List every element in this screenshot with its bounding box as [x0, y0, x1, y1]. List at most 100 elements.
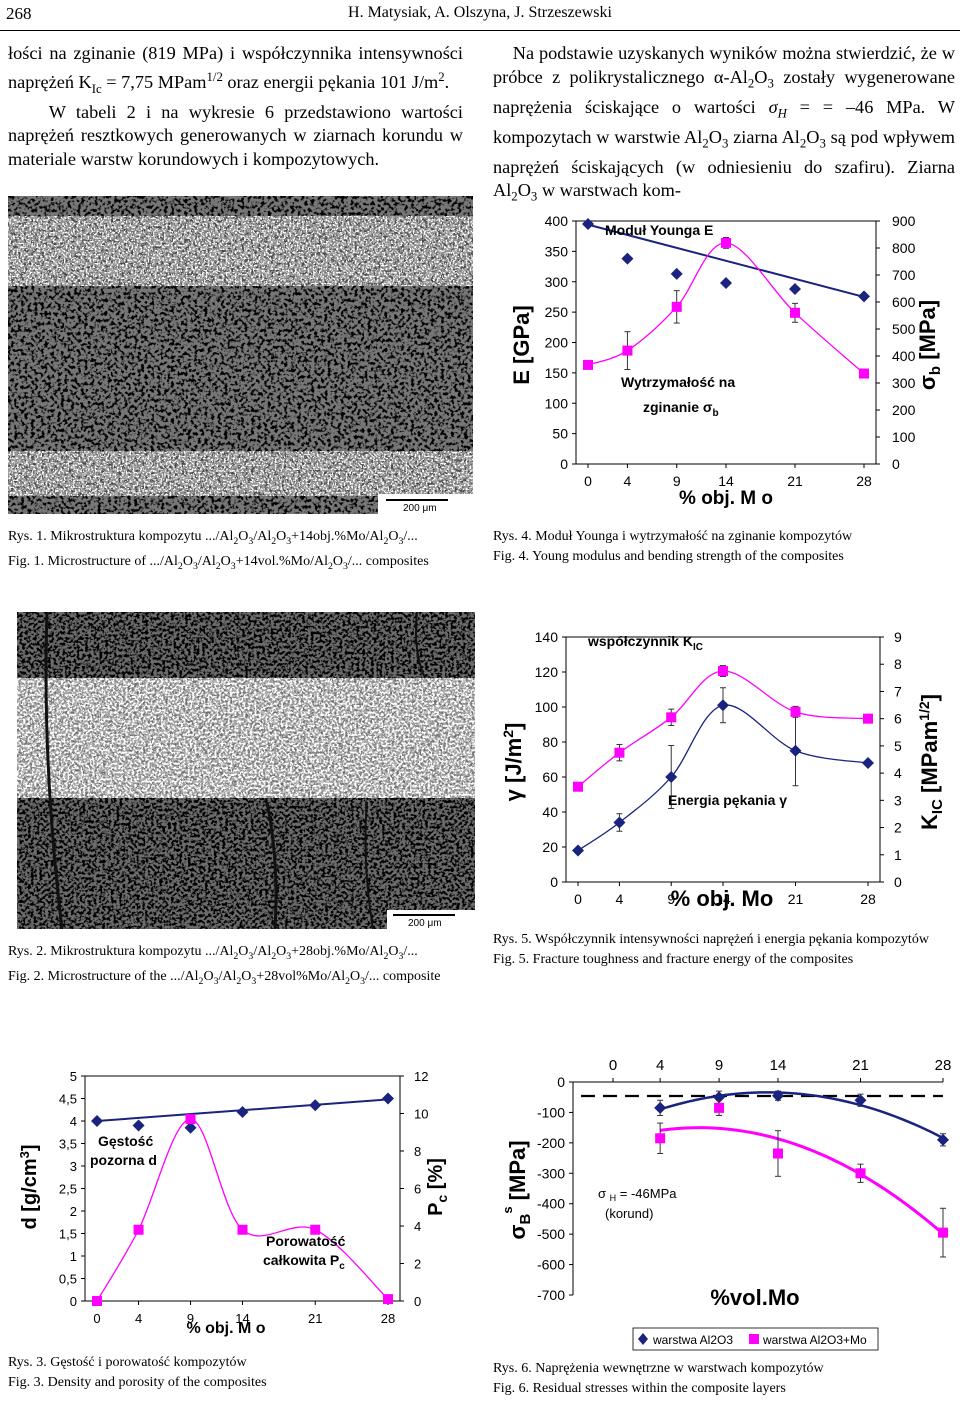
fig4-label-e: Moduł Younga E [605, 222, 713, 238]
fig5-xtick-label: 0 [574, 891, 582, 907]
fig6-legend: warstwa Al2O3 warstwa Al2O3+Mo [632, 1327, 879, 1351]
fig4-ytick-label-left: 0 [560, 456, 568, 472]
fig5-ytick-label-right: 8 [894, 656, 902, 672]
fig6-caption-pl: Rys. 6. Naprężenia wewnętrzne w warstwac… [493, 1361, 824, 1376]
fig4-point-diamond [670, 267, 683, 280]
chart-fig6: 0 -100 -200 -300 -400 -500 -600 -700 0 4 9 14 21 28 σ… [500, 1057, 951, 1351]
fig5-marks [572, 665, 874, 857]
fig5-ytick-label-right: 3 [894, 792, 902, 808]
fig6-point-square [655, 1133, 666, 1144]
fig6-marks [581, 1089, 949, 1258]
fig6-trend-0 [659, 1091, 944, 1140]
fig4-point-square [790, 307, 800, 318]
fig6-point-diamond [772, 1089, 784, 1102]
fig5-ytick-label-right: 0 [894, 874, 902, 890]
fig5-ytick-label-left: 80 [542, 734, 558, 750]
fig3-caption-pl: Rys. 3. Gęstość i porowatość kompozytów [8, 1355, 247, 1370]
fig4-xtick-label: 14 [718, 473, 734, 489]
fig3-point-square [133, 1224, 144, 1235]
fig5-xlabel: % obj. Mo [671, 886, 774, 911]
fig3-point-square [310, 1224, 321, 1235]
fig3-xtick-label: 0 [93, 1311, 100, 1326]
fig5-ytick-label-right: 5 [894, 738, 902, 754]
fig5-ytick-label-right: 6 [894, 711, 902, 727]
fig6-xlabel: %vol.Mo [710, 1285, 799, 1310]
fig3-xtick-label: 28 [381, 1311, 395, 1326]
fig5-point-square [790, 706, 801, 717]
fig6-point-diamond [854, 1094, 867, 1107]
running-title: H. Matysiak, A. Olszyna, J. Strzeszewski [348, 4, 612, 21]
fig5-label-kic: współczynnik KIC [587, 633, 703, 653]
fig3-label-pc-line1: Porowatość [266, 1233, 346, 1249]
fig3-ytick-label-right: 6 [414, 1182, 421, 1197]
fig6-caption: Rys. 6. Naprężenia wewnętrzne w warstwac… [493, 1359, 955, 1399]
fig6-ytick-label: -500 [537, 1226, 565, 1242]
fig5-point-square [666, 712, 677, 723]
fig4-ytick-label-right: 900 [892, 213, 916, 229]
fig4-point-diamond [789, 283, 801, 296]
fig5-label-gamma: Energia pękania γ [668, 792, 787, 808]
fig5-ytick-label-left: 60 [542, 769, 558, 785]
fig4-ytick-label-right: 200 [892, 402, 916, 418]
fig3-point-square [237, 1224, 248, 1235]
fig5-ytick-label-right: 2 [894, 820, 902, 836]
fig4-ytick-label-right: 400 [892, 348, 916, 364]
fig6-ytick-label: 0 [557, 1074, 565, 1090]
fig3-point-diamond [236, 1106, 249, 1118]
fig4-ytick-label-left: 200 [545, 335, 569, 351]
fig4-ytick-label-left: 100 [545, 395, 569, 411]
fig3-point-diamond [309, 1099, 322, 1112]
fig3-caption: Rys. 3. Gęstość i porowatość kompozytów … [8, 1353, 478, 1393]
fig4-point-square [622, 345, 633, 356]
fig6-annotation-line1: σ H = -46MPa [598, 1186, 677, 1203]
fig4-point-square [583, 359, 593, 370]
fig6-trend-1 [659, 1126, 944, 1235]
fig3-ytick-label-right: 2 [414, 1257, 421, 1272]
fig3-ytick-label-right: 10 [414, 1107, 428, 1122]
fig6-point-square [714, 1102, 725, 1113]
fig5-point-square [863, 713, 873, 724]
fig6-ytick-label: -300 [537, 1165, 565, 1181]
fig4-point-square [721, 237, 731, 248]
fig3-point-square [92, 1296, 102, 1306]
fig3-ytick-label-right: 0 [414, 1294, 421, 1309]
fig4-plot-area [575, 220, 877, 465]
fig6-point-square [855, 1168, 866, 1179]
fig1-caption-en: Fig. 1. Microstructure of .../Al2O3/Al2O… [8, 553, 429, 572]
fig5-ytick-label-left: 0 [550, 874, 558, 890]
fig4-axes: 0 50 100 150 200 250 300 350 400 0 100 200 300 400 500… [545, 213, 916, 489]
legend-marker-al2o3 [638, 1333, 648, 1345]
fig3-ytick-label-left: 0 [70, 1294, 77, 1309]
fig6-xtick-label: 0 [609, 1057, 617, 1074]
legend-label-al2o3-mo: warstwa Al2O3+Mo [762, 1333, 867, 1347]
fig3-ylabel-left: d [g/cm3] [17, 1144, 41, 1229]
fig6-caption-en: Fig. 6. Residual stresses within the com… [493, 1381, 786, 1396]
fig3-ytick-label-left: 5 [70, 1069, 77, 1084]
fig4-point-diamond [621, 252, 634, 265]
fig5-point-square [573, 781, 583, 792]
fig3-ytick-label-left: 2,5 [59, 1182, 77, 1197]
fig5-xtick-label: 14 [715, 891, 731, 907]
scale-bar-label-fig1: 200 μm [403, 503, 437, 514]
fig5-point-square [614, 747, 625, 758]
fig4-xtick-label: 0 [584, 473, 592, 489]
fig5-caption-pl: Rys. 5. Współczynnik intensywności naprę… [493, 932, 929, 947]
fig6-point-diamond [654, 1101, 667, 1114]
fig3-xtick-label: 4 [135, 1311, 142, 1326]
fig6-plot-area [573, 1082, 943, 1325]
fig5-point-square [718, 666, 728, 677]
fig5-ylabel-right: KIC [MPam1/2] [916, 694, 946, 830]
fig2-caption-pl: Rys. 2. Mikrostruktura kompozytu .../Al2… [8, 944, 418, 962]
fig3-marks [91, 1092, 394, 1306]
page-number: 268 [6, 4, 32, 23]
fig6-ylabel: σBs [MPa] [500, 1140, 534, 1239]
fig5-ytick-label-right: 4 [894, 765, 902, 781]
fig3-ytick-label-left: 2 [70, 1204, 77, 1219]
fig5-caption-en: Fig. 5. Fracture toughness and fracture … [493, 952, 854, 967]
fig6-xtick-label: 21 [852, 1057, 869, 1074]
fig6-xtick-label: 9 [715, 1057, 723, 1074]
fig4-caption-en: Fig. 4. Young modulus and bending streng… [493, 549, 844, 564]
fig4-point-square [671, 301, 682, 312]
fig5-caption: Rys. 5. Współczynnik intensywności naprę… [493, 930, 955, 970]
fig3-xtick-label: 21 [308, 1311, 322, 1326]
